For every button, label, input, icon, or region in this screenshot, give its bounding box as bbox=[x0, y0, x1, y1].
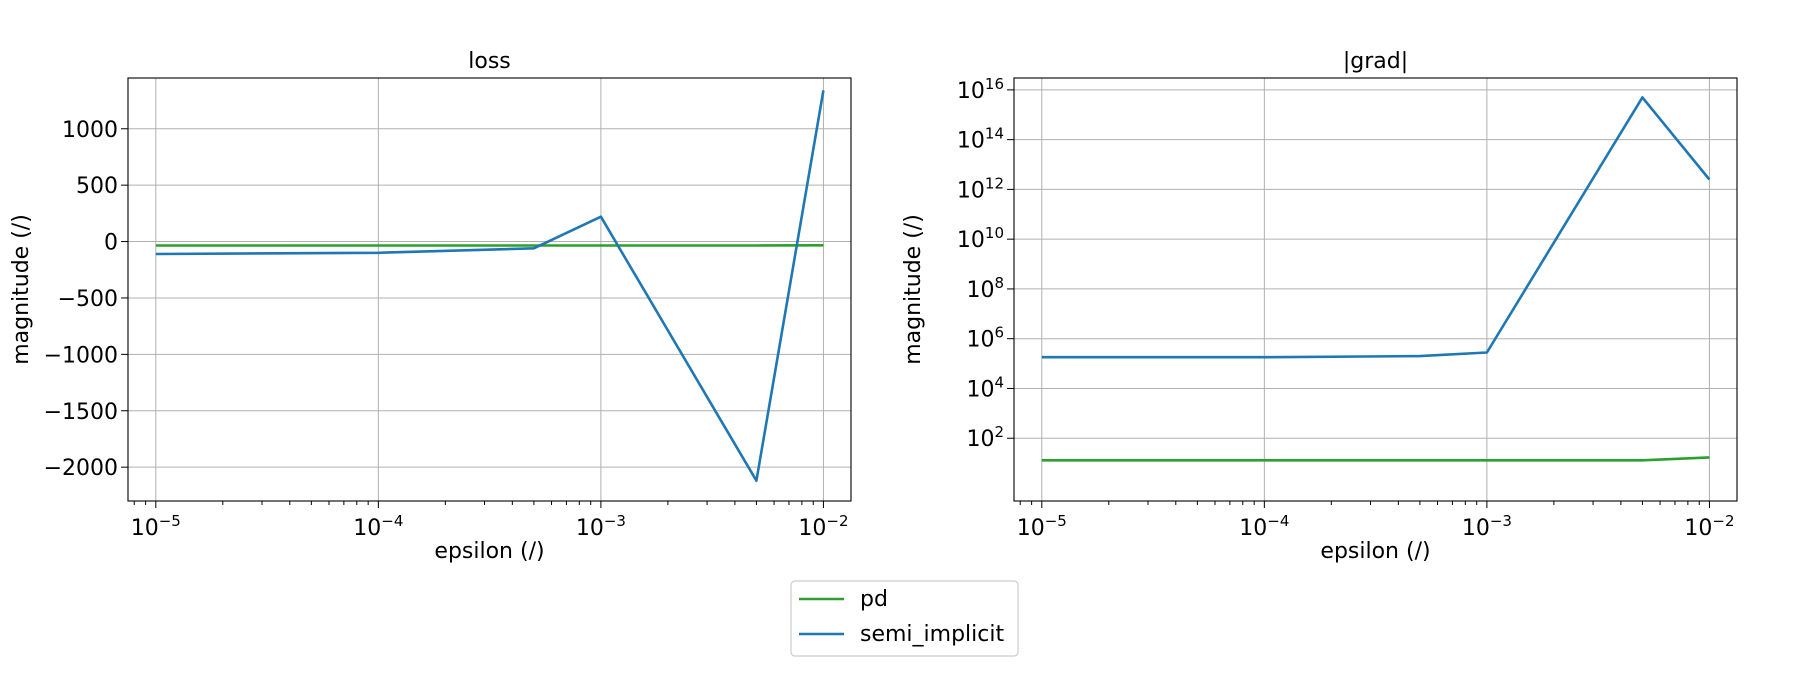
grad-ytick-label: 102 bbox=[966, 423, 1004, 452]
loss-ytick-label: 1000 bbox=[62, 118, 118, 143]
loss-ytick-label: 0 bbox=[104, 231, 118, 256]
legend-label-semi-implicit: semi_implicit bbox=[860, 622, 1004, 647]
grad-ytick-label: 106 bbox=[966, 324, 1004, 353]
loss-title: loss bbox=[468, 49, 511, 74]
grad-title: |grad| bbox=[1343, 49, 1408, 74]
legend: pd semi_implicit bbox=[790, 580, 1019, 657]
grad-series-pd bbox=[1041, 456, 1710, 462]
loss-ytick-label: −1500 bbox=[44, 400, 118, 425]
grad-ytick-label: 104 bbox=[966, 373, 1004, 402]
loss-xtick-label: 10−5 bbox=[131, 512, 181, 541]
grad-ylabel: magnitude (/) bbox=[901, 214, 926, 365]
grad-panel: 10−5 10−4 10−3 10−2 1016 1014 1012 1010 108 106 10… bbox=[901, 49, 1738, 564]
loss-series-semi-implicit bbox=[155, 90, 825, 483]
loss-ytick-label: −1000 bbox=[44, 343, 118, 368]
loss-xlabel: epsilon (/) bbox=[434, 539, 544, 564]
loss-ylabel: magnitude (/) bbox=[9, 214, 34, 365]
loss-ytick-label: −500 bbox=[58, 287, 118, 312]
grad-ytick-label: 1012 bbox=[957, 174, 1004, 203]
grad-ytick-label: 1016 bbox=[957, 75, 1004, 104]
grad-xtick-label: 10−4 bbox=[1239, 512, 1289, 541]
grad-xlabel: epsilon (/) bbox=[1320, 539, 1430, 564]
grad-xtick-label: 10−5 bbox=[1017, 512, 1067, 541]
loss-axes-frame bbox=[127, 77, 852, 502]
loss-xtick-label: 10−2 bbox=[798, 512, 848, 541]
grad-xtick-label: 10−3 bbox=[1462, 512, 1512, 541]
loss-xtick-label: 10−3 bbox=[576, 512, 626, 541]
grad-ytick-label: 1010 bbox=[957, 224, 1004, 253]
grad-series-semi-implicit bbox=[1041, 96, 1711, 359]
loss-xtick-label: 10−4 bbox=[353, 512, 403, 541]
grad-ytick-label: 1014 bbox=[957, 125, 1004, 154]
grad-axes-frame bbox=[1013, 77, 1738, 502]
legend-label-pd: pd bbox=[860, 587, 888, 612]
loss-ytick-label: 500 bbox=[76, 174, 118, 199]
grad-xtick-label: 10−2 bbox=[1684, 512, 1734, 541]
legend-frame bbox=[790, 580, 1019, 657]
grad-ytick-label: 108 bbox=[966, 274, 1004, 303]
loss-ytick-label: −2000 bbox=[44, 456, 118, 481]
loss-panel: 10−5 10−4 10−3 10−2 1000 500 0 −500 −1000 −1500 −2… bbox=[9, 49, 852, 564]
